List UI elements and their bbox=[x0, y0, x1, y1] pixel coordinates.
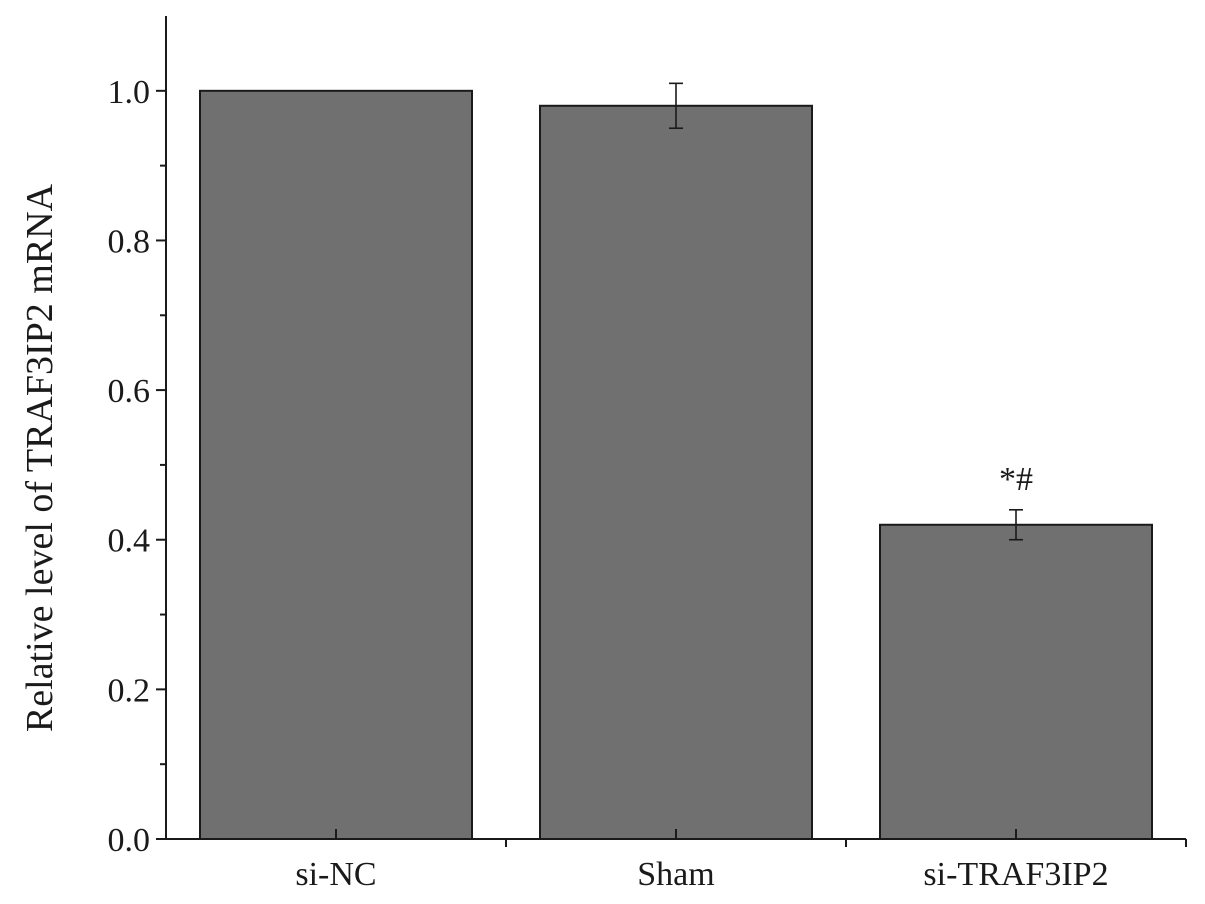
y-tick-label: 0.0 bbox=[108, 822, 151, 859]
y-tick-label: 0.8 bbox=[108, 223, 151, 260]
error-bar-si-traf3ip2 bbox=[1009, 508, 1023, 541]
x-ticks-layer: si-NC Sham si-TRAF3IP2 bbox=[295, 829, 1187, 893]
error-bar-sham bbox=[669, 82, 683, 130]
bar-si-traf3ip2 bbox=[879, 523, 1153, 840]
y-tick-label: 0.6 bbox=[108, 373, 151, 410]
y-axis-title: Relative level of TRAF3IP2 mRNA bbox=[19, 183, 61, 732]
significance-annotation: *# bbox=[999, 461, 1033, 498]
y-tick-label: 0.2 bbox=[108, 672, 151, 709]
x-tick-label: si-TRAF3IP2 bbox=[923, 856, 1108, 893]
x-tick-label: Sham bbox=[637, 856, 714, 893]
y-tick-label: 1.0 bbox=[108, 74, 151, 111]
x-tick-label: si-NC bbox=[295, 856, 376, 893]
y-tick-label: 0.4 bbox=[108, 523, 151, 560]
bar-si-nc bbox=[199, 89, 473, 841]
bar-sham bbox=[539, 104, 813, 841]
y-ticks-layer: 0.0 0.2 0.4 0.6 0.8 1.0 bbox=[108, 74, 166, 859]
annotations-layer: *# bbox=[999, 461, 1033, 498]
error-bars-layer bbox=[669, 82, 1023, 541]
